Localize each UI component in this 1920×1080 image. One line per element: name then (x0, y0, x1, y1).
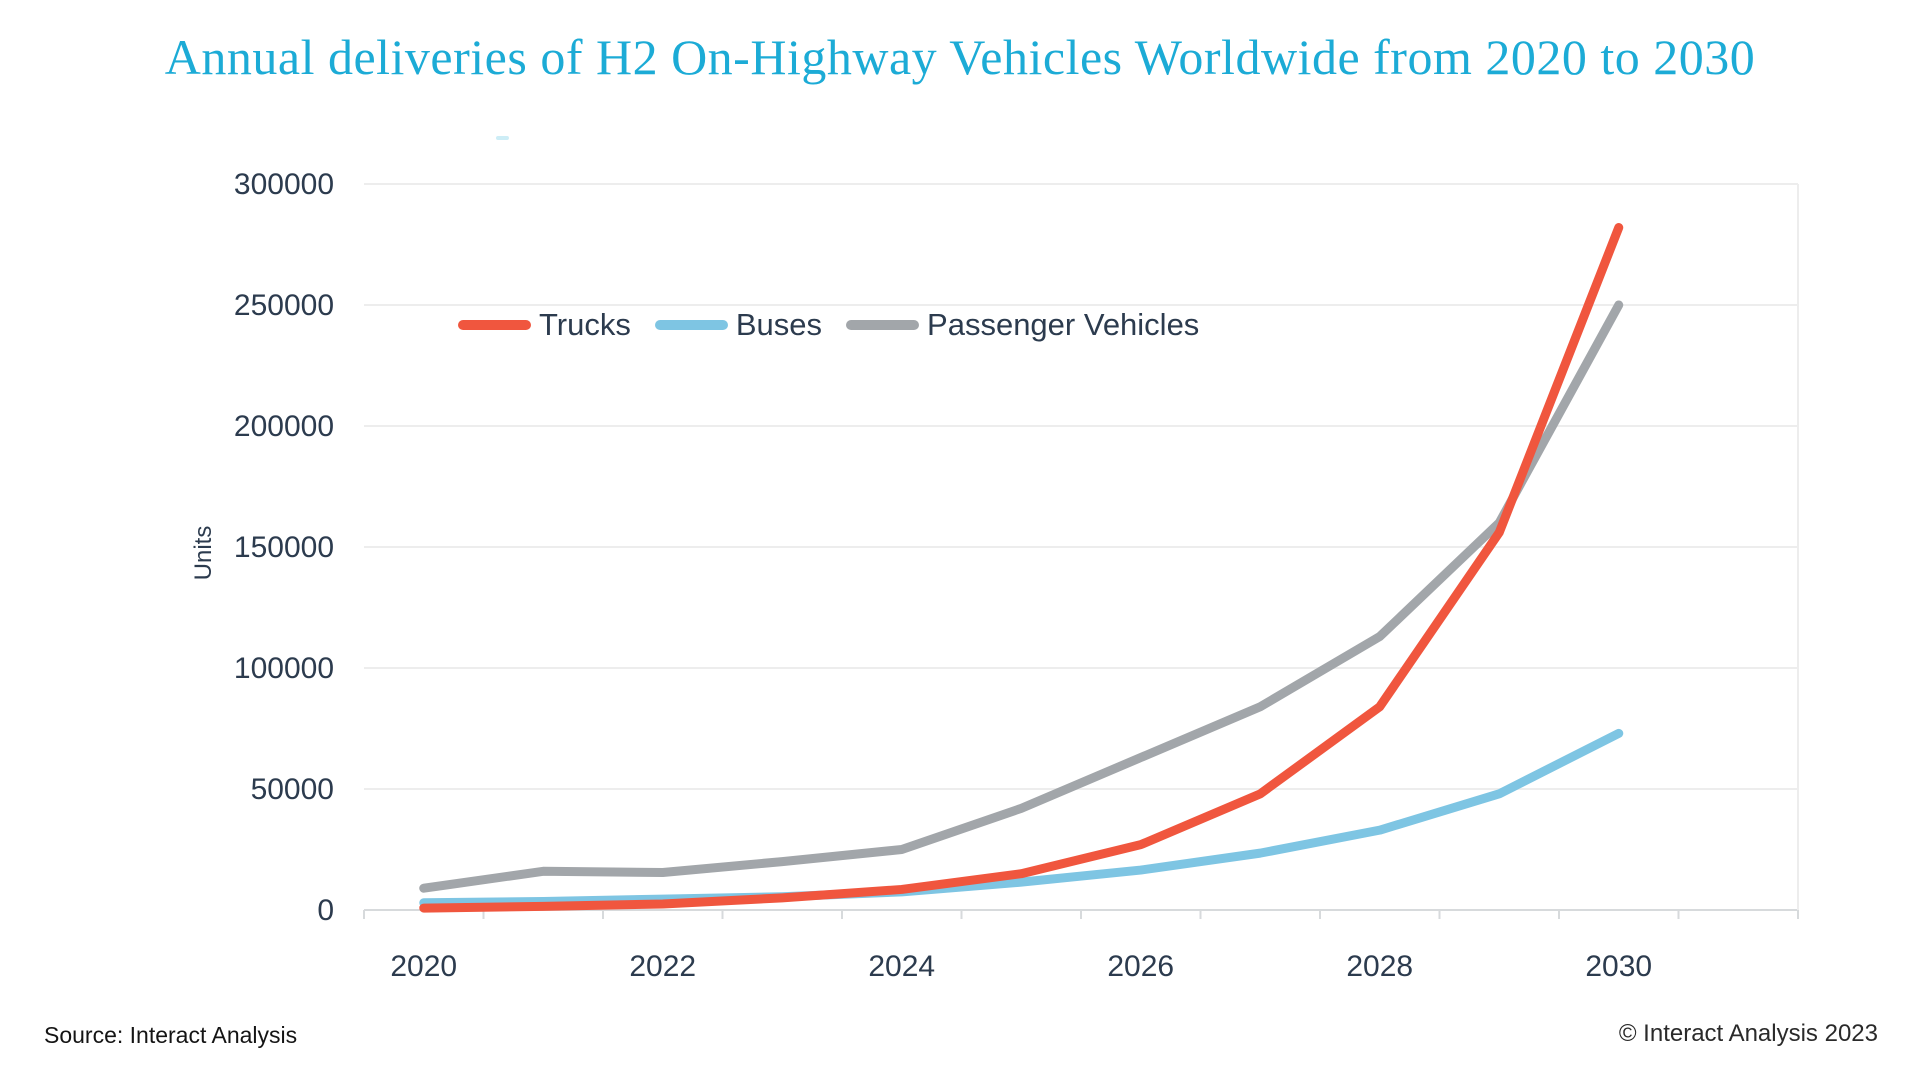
legend-item-buses: Buses (654, 307, 823, 342)
legend-label: Passenger Vehicles (927, 307, 1200, 342)
y-tick-label: 300000 (234, 168, 334, 201)
y-tick-label: 150000 (234, 531, 334, 564)
x-tick-label: 2022 (629, 950, 696, 983)
y-tick-label: 50000 (251, 773, 334, 806)
series-line-passenger-vehicles (419, 300, 1624, 893)
legend-item-trucks: Trucks (458, 307, 631, 342)
artifact-mark (496, 136, 509, 140)
legend-swatch-trucks (458, 320, 531, 331)
legend-label: Trucks (539, 307, 631, 342)
y-tick-label: 200000 (234, 410, 334, 443)
chart-legend: Trucks Buses Passenger Vehicles (458, 307, 1200, 342)
x-tick-label: 2028 (1346, 950, 1413, 983)
legend-swatch-passenger-vehicles (846, 320, 920, 331)
chart-title: Annual deliveries of H2 On-Highway Vehic… (164, 29, 1756, 85)
legend-label: Buses (735, 307, 823, 342)
series-line-trucks (419, 223, 1624, 913)
x-tick-label: 2030 (1585, 950, 1652, 983)
y-axis-title: Units (190, 525, 217, 581)
y-tick-label: 0 (317, 894, 334, 927)
x-tick-label: 2024 (868, 950, 935, 983)
y-tick-label: 100000 (234, 652, 334, 685)
y-tick-label: 250000 (234, 289, 334, 322)
legend-item-passenger-vehicles: Passenger Vehicles (846, 307, 1200, 342)
copyright-note: © Interact Analysis 2023 (1618, 1020, 1878, 1047)
legend-swatch-buses (654, 320, 728, 331)
x-tick-label: 2020 (390, 950, 457, 983)
series-line-buses (419, 728, 1624, 908)
x-tick-label: 2026 (1107, 950, 1174, 983)
source-note: Source: Interact Analysis (44, 1022, 298, 1048)
